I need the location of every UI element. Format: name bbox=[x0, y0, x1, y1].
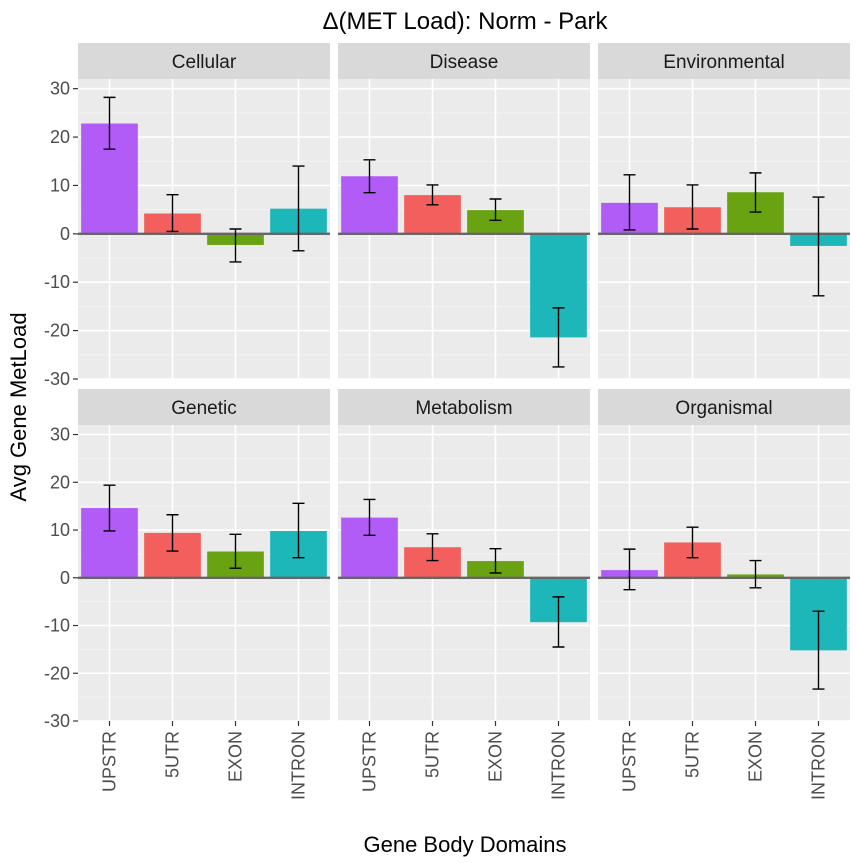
error-bar bbox=[103, 484, 116, 532]
error-bar bbox=[229, 533, 242, 569]
y-tick-label: 0 bbox=[60, 224, 70, 244]
error-bar bbox=[229, 228, 242, 263]
error-bar bbox=[812, 196, 825, 297]
error-bar bbox=[103, 96, 116, 150]
strip-background bbox=[338, 389, 590, 425]
y-tick-label: 10 bbox=[50, 175, 70, 195]
error-bar bbox=[292, 502, 305, 559]
error-bar bbox=[552, 307, 565, 368]
x-tick-label: 5UTR bbox=[163, 731, 183, 778]
panel-disease: Disease bbox=[338, 43, 590, 380]
strip-background bbox=[78, 389, 330, 425]
error-bar bbox=[166, 193, 179, 233]
y-tick-label: -10 bbox=[44, 272, 70, 292]
strip-background bbox=[598, 43, 850, 79]
error-bar bbox=[363, 498, 376, 536]
panel-cellular: Cellular -30 -20 -10 0 10 20 30 bbox=[44, 43, 330, 389]
x-tick-label: UPSTR bbox=[360, 731, 380, 792]
x-tick-label: UPSTR bbox=[620, 731, 640, 792]
x-tick-label: UPSTR bbox=[100, 731, 120, 792]
error-bar bbox=[686, 526, 699, 559]
x-tick-label: INTRON bbox=[289, 731, 309, 800]
x-tick-label: INTRON bbox=[549, 731, 569, 800]
y-tick-label: -20 bbox=[44, 321, 70, 341]
error-bar bbox=[363, 159, 376, 194]
error-bar bbox=[426, 184, 439, 206]
error-bar bbox=[749, 172, 762, 213]
y-tick-label: -30 bbox=[44, 711, 70, 731]
y-tick-label: -10 bbox=[44, 616, 70, 636]
y-axis-title: Avg Gene MetLoad bbox=[6, 312, 31, 501]
panel-genetic: Genetic -30 -20 -10 0 10 20 30 UPSTR 5UTR EXON INTR… bbox=[44, 389, 330, 800]
y-tick-label: -20 bbox=[44, 663, 70, 683]
strip-background bbox=[598, 389, 850, 425]
x-tick-label: EXON bbox=[746, 731, 766, 782]
strip-background bbox=[78, 43, 330, 79]
strip-label: Cellular bbox=[172, 52, 237, 73]
error-bar bbox=[623, 548, 636, 591]
y-tick-label: 20 bbox=[50, 127, 70, 147]
chart-title: Δ(MET Load): Norm - Park bbox=[323, 8, 609, 35]
error-bar bbox=[166, 514, 179, 552]
panel-environmental: Environmental bbox=[598, 43, 850, 380]
strip-label: Environmental bbox=[663, 52, 784, 73]
x-tick-label: 5UTR bbox=[683, 731, 703, 778]
error-bar bbox=[489, 198, 502, 221]
x-tick-label: EXON bbox=[486, 731, 506, 782]
y-tick-label: 30 bbox=[50, 425, 70, 445]
bar-exon bbox=[467, 210, 524, 234]
y-tick-label: -30 bbox=[44, 369, 70, 389]
error-bar bbox=[686, 184, 699, 230]
y-tick-label: 0 bbox=[60, 568, 70, 588]
y-tick-label: 10 bbox=[50, 520, 70, 540]
strip-label: Organismal bbox=[675, 398, 772, 419]
y-tick-label: 20 bbox=[50, 472, 70, 492]
error-bar bbox=[623, 174, 636, 231]
error-bar bbox=[292, 165, 305, 252]
error-bar bbox=[749, 559, 762, 589]
x-tick-label: EXON bbox=[226, 731, 246, 782]
x-axis-title: Gene Body Domains bbox=[364, 832, 567, 857]
y-tick-label: 30 bbox=[50, 79, 70, 99]
error-bar bbox=[426, 533, 439, 562]
error-bar bbox=[812, 610, 825, 690]
strip-background bbox=[338, 43, 590, 79]
strip-label: Disease bbox=[430, 52, 499, 73]
strip-label: Metabolism bbox=[415, 398, 512, 419]
strip-label: Genetic bbox=[171, 398, 236, 419]
panel-metabolism: Metabolism UPSTR 5UTR EXON INTRON bbox=[338, 389, 590, 800]
error-bar bbox=[552, 596, 565, 648]
x-tick-label: 5UTR bbox=[423, 731, 443, 778]
x-tick-label: INTRON bbox=[809, 731, 829, 800]
panels-group: Cellular -30 -20 -10 0 10 20 30 Disease Environme… bbox=[44, 43, 850, 800]
panel-organismal: Organismal UPSTR 5UTR EXON INTRON bbox=[598, 389, 850, 800]
error-bar bbox=[489, 547, 502, 574]
